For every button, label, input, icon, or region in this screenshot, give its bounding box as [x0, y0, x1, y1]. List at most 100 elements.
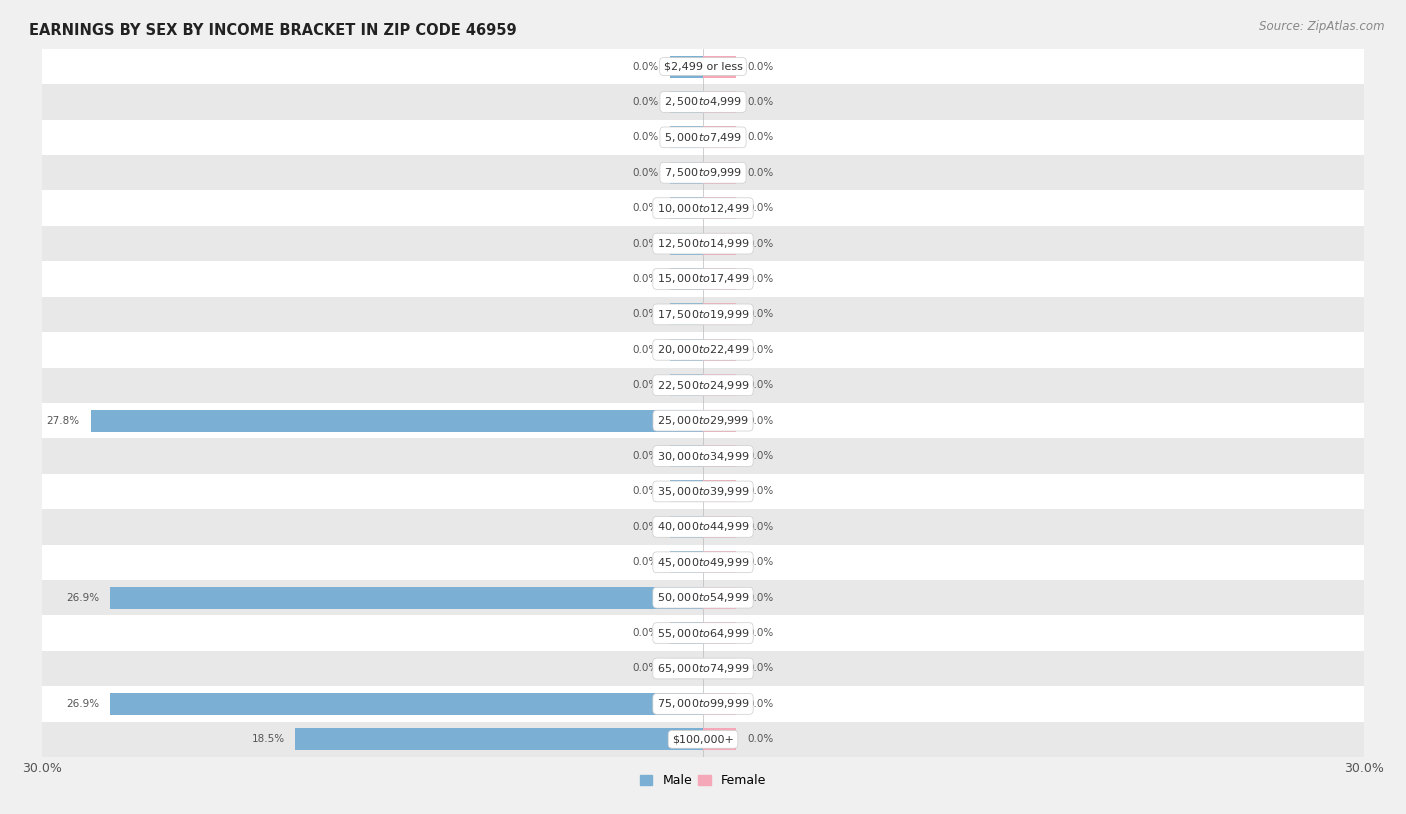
Bar — [42, 650, 1364, 686]
Text: 0.0%: 0.0% — [633, 62, 659, 72]
Bar — [42, 261, 1364, 296]
Text: 0.0%: 0.0% — [633, 558, 659, 567]
Text: $7,500 to $9,999: $7,500 to $9,999 — [664, 166, 742, 179]
Bar — [669, 339, 703, 361]
Bar — [703, 339, 737, 361]
Bar — [42, 474, 1364, 510]
Bar — [669, 480, 703, 502]
Bar — [703, 409, 737, 431]
Bar — [703, 516, 737, 538]
Bar — [669, 658, 703, 680]
Bar — [669, 126, 703, 148]
Text: $17,500 to $19,999: $17,500 to $19,999 — [657, 308, 749, 321]
Text: $45,000 to $49,999: $45,000 to $49,999 — [657, 556, 749, 569]
Text: 0.0%: 0.0% — [633, 274, 659, 284]
Text: 0.0%: 0.0% — [633, 97, 659, 107]
Text: 0.0%: 0.0% — [633, 628, 659, 638]
Text: $15,000 to $17,499: $15,000 to $17,499 — [657, 273, 749, 286]
Text: 0.0%: 0.0% — [747, 487, 773, 497]
Bar — [669, 374, 703, 396]
Bar — [669, 304, 703, 326]
Bar — [703, 233, 737, 255]
Bar — [669, 516, 703, 538]
Bar — [669, 233, 703, 255]
Bar — [703, 622, 737, 644]
Text: 0.0%: 0.0% — [747, 558, 773, 567]
Bar — [703, 304, 737, 326]
Text: $30,000 to $34,999: $30,000 to $34,999 — [657, 449, 749, 462]
Bar — [703, 729, 737, 751]
Text: $55,000 to $64,999: $55,000 to $64,999 — [657, 627, 749, 640]
Text: 0.0%: 0.0% — [633, 204, 659, 213]
Text: 0.0%: 0.0% — [747, 309, 773, 319]
Text: $40,000 to $44,999: $40,000 to $44,999 — [657, 520, 749, 533]
Bar — [42, 615, 1364, 650]
Bar — [669, 622, 703, 644]
Bar — [42, 155, 1364, 190]
Text: 26.9%: 26.9% — [66, 593, 100, 602]
Bar — [42, 368, 1364, 403]
Text: $2,499 or less: $2,499 or less — [664, 62, 742, 72]
Text: 0.0%: 0.0% — [747, 274, 773, 284]
Bar — [111, 693, 703, 715]
Bar — [703, 55, 737, 77]
Bar — [90, 409, 703, 431]
Text: 0.0%: 0.0% — [633, 380, 659, 390]
Text: $2,500 to $4,999: $2,500 to $4,999 — [664, 95, 742, 108]
Bar — [295, 729, 703, 751]
Bar — [669, 91, 703, 113]
Bar — [42, 721, 1364, 757]
Bar — [42, 686, 1364, 721]
Text: 0.0%: 0.0% — [633, 487, 659, 497]
Bar — [703, 445, 737, 467]
Text: 0.0%: 0.0% — [747, 699, 773, 709]
Bar — [703, 658, 737, 680]
Bar — [669, 445, 703, 467]
Text: $25,000 to $29,999: $25,000 to $29,999 — [657, 414, 749, 427]
Bar — [703, 268, 737, 290]
Text: 0.0%: 0.0% — [747, 62, 773, 72]
Bar — [42, 296, 1364, 332]
Bar — [669, 551, 703, 573]
Bar — [42, 120, 1364, 155]
Bar — [703, 551, 737, 573]
Bar — [42, 190, 1364, 225]
Bar — [42, 580, 1364, 615]
Bar — [669, 162, 703, 184]
Bar — [703, 374, 737, 396]
Text: 0.0%: 0.0% — [747, 628, 773, 638]
Bar — [42, 84, 1364, 120]
Text: 0.0%: 0.0% — [747, 734, 773, 744]
Bar — [42, 403, 1364, 438]
Text: 0.0%: 0.0% — [747, 204, 773, 213]
Text: 0.0%: 0.0% — [633, 309, 659, 319]
Text: 0.0%: 0.0% — [747, 239, 773, 248]
Text: $12,500 to $14,999: $12,500 to $14,999 — [657, 237, 749, 250]
Legend: Male, Female: Male, Female — [637, 772, 769, 790]
Bar — [703, 126, 737, 148]
Bar — [42, 545, 1364, 580]
Text: $10,000 to $12,499: $10,000 to $12,499 — [657, 202, 749, 215]
Text: $65,000 to $74,999: $65,000 to $74,999 — [657, 662, 749, 675]
Bar — [111, 587, 703, 609]
Bar — [703, 91, 737, 113]
Text: 0.0%: 0.0% — [747, 345, 773, 355]
Text: 0.0%: 0.0% — [747, 663, 773, 673]
Text: 0.0%: 0.0% — [747, 133, 773, 142]
Text: Source: ZipAtlas.com: Source: ZipAtlas.com — [1260, 20, 1385, 33]
Text: 0.0%: 0.0% — [633, 522, 659, 532]
Text: $35,000 to $39,999: $35,000 to $39,999 — [657, 485, 749, 498]
Text: 0.0%: 0.0% — [747, 522, 773, 532]
Bar — [42, 510, 1364, 545]
Text: $22,500 to $24,999: $22,500 to $24,999 — [657, 379, 749, 392]
Bar — [703, 162, 737, 184]
Text: $50,000 to $54,999: $50,000 to $54,999 — [657, 591, 749, 604]
Text: $5,000 to $7,499: $5,000 to $7,499 — [664, 131, 742, 144]
Bar — [703, 693, 737, 715]
Text: 0.0%: 0.0% — [747, 451, 773, 461]
Text: 0.0%: 0.0% — [747, 168, 773, 177]
Text: $75,000 to $99,999: $75,000 to $99,999 — [657, 698, 749, 711]
Text: 18.5%: 18.5% — [252, 734, 284, 744]
Bar — [669, 55, 703, 77]
Text: $20,000 to $22,499: $20,000 to $22,499 — [657, 344, 749, 357]
